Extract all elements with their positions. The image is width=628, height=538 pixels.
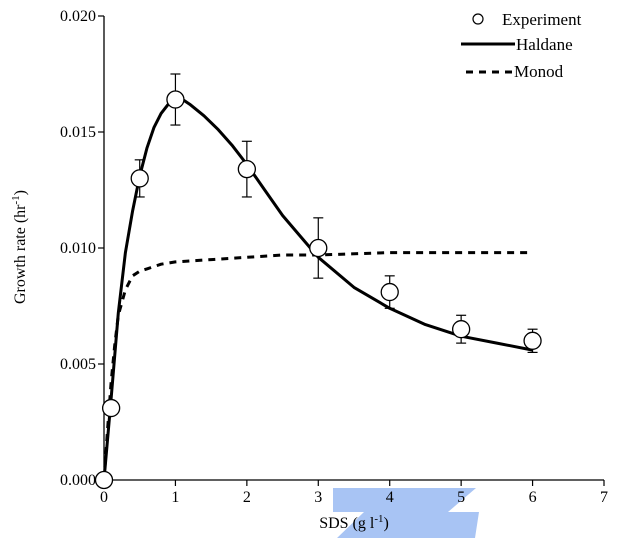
y-tick-label: 0.020	[60, 8, 96, 25]
experiment-point	[237, 159, 257, 179]
legend-label-haldane: Haldane	[516, 35, 573, 54]
legend-label-monod: Monod	[514, 62, 564, 81]
x-ticks: 0 1 2 3 4 5 6 7	[100, 480, 608, 506]
x-tick-label: 5	[457, 489, 465, 506]
experiment-point	[101, 398, 121, 418]
experiment-point	[451, 320, 471, 339]
series-layer	[94, 73, 542, 490]
blue-highlight-shape	[333, 488, 479, 538]
monod-line	[102, 251, 533, 481]
y-tick-label: 0.000	[60, 472, 96, 489]
experiment-point	[94, 470, 114, 490]
legend: Experiment Haldane Monod	[461, 10, 582, 81]
x-axis-title: SDS (g l-1)	[319, 513, 389, 532]
y-ticks: 0.000 0.005 0.010 0.015 0.020	[60, 8, 104, 489]
x-tick-label: 6	[529, 489, 537, 506]
experiment-point	[380, 282, 399, 302]
haldane-line	[102, 98, 533, 481]
axes	[103, 16, 604, 481]
x-tick-label: 1	[171, 489, 179, 506]
y-tick-label: 0.005	[60, 356, 96, 373]
legend-marker-experiment	[472, 13, 484, 25]
experiment-point	[309, 238, 328, 258]
x-tick-label: 7	[600, 489, 608, 506]
x-tick-label: 2	[243, 489, 251, 506]
x-tick-label: 0	[100, 489, 108, 506]
experiment-point	[523, 331, 542, 350]
y-tick-label: 0.015	[60, 124, 96, 141]
y-axis-title: Growth rate (hr-1)	[10, 190, 29, 304]
experiment-point	[130, 169, 149, 188]
x-tick-label: 4	[386, 489, 394, 506]
y-tick-label: 0.010	[60, 240, 96, 257]
x-tick-label: 3	[314, 489, 322, 506]
legend-label-experiment: Experiment	[502, 10, 582, 29]
experiment-point	[166, 90, 185, 109]
